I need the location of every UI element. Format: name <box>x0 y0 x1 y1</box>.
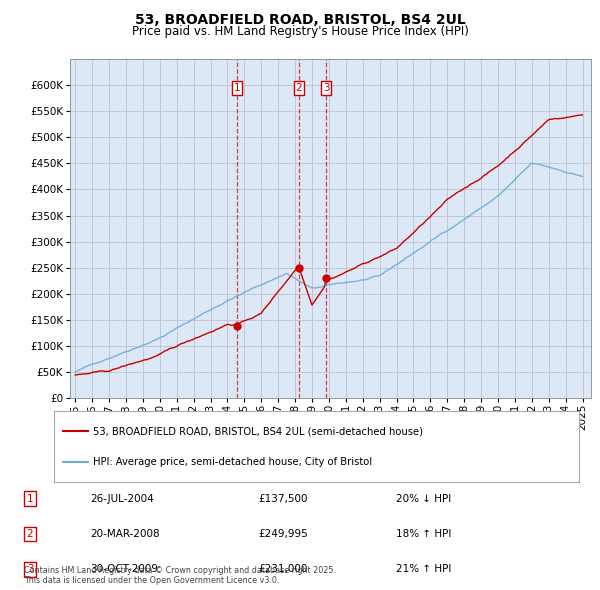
Text: 2: 2 <box>26 529 34 539</box>
Text: 2: 2 <box>295 83 302 93</box>
Text: 1: 1 <box>234 83 241 93</box>
Text: 53, BROADFIELD ROAD, BRISTOL, BS4 2UL (semi-detached house): 53, BROADFIELD ROAD, BRISTOL, BS4 2UL (s… <box>94 426 424 436</box>
Text: 53, BROADFIELD ROAD, BRISTOL, BS4 2UL: 53, BROADFIELD ROAD, BRISTOL, BS4 2UL <box>134 13 466 27</box>
Text: 3: 3 <box>26 565 34 574</box>
Text: 21% ↑ HPI: 21% ↑ HPI <box>396 565 451 574</box>
Text: £137,500: £137,500 <box>258 494 308 503</box>
Text: 1: 1 <box>26 494 34 503</box>
Text: 3: 3 <box>323 83 329 93</box>
Text: HPI: Average price, semi-detached house, City of Bristol: HPI: Average price, semi-detached house,… <box>94 457 373 467</box>
Text: 26-JUL-2004: 26-JUL-2004 <box>90 494 154 503</box>
Text: £249,995: £249,995 <box>258 529 308 539</box>
Text: 18% ↑ HPI: 18% ↑ HPI <box>396 529 451 539</box>
Text: £231,000: £231,000 <box>258 565 307 574</box>
Text: 20% ↓ HPI: 20% ↓ HPI <box>396 494 451 503</box>
Text: Contains HM Land Registry data © Crown copyright and database right 2025.
This d: Contains HM Land Registry data © Crown c… <box>24 566 336 585</box>
Text: 30-OCT-2009: 30-OCT-2009 <box>90 565 158 574</box>
Text: 20-MAR-2008: 20-MAR-2008 <box>90 529 160 539</box>
Text: Price paid vs. HM Land Registry's House Price Index (HPI): Price paid vs. HM Land Registry's House … <box>131 25 469 38</box>
